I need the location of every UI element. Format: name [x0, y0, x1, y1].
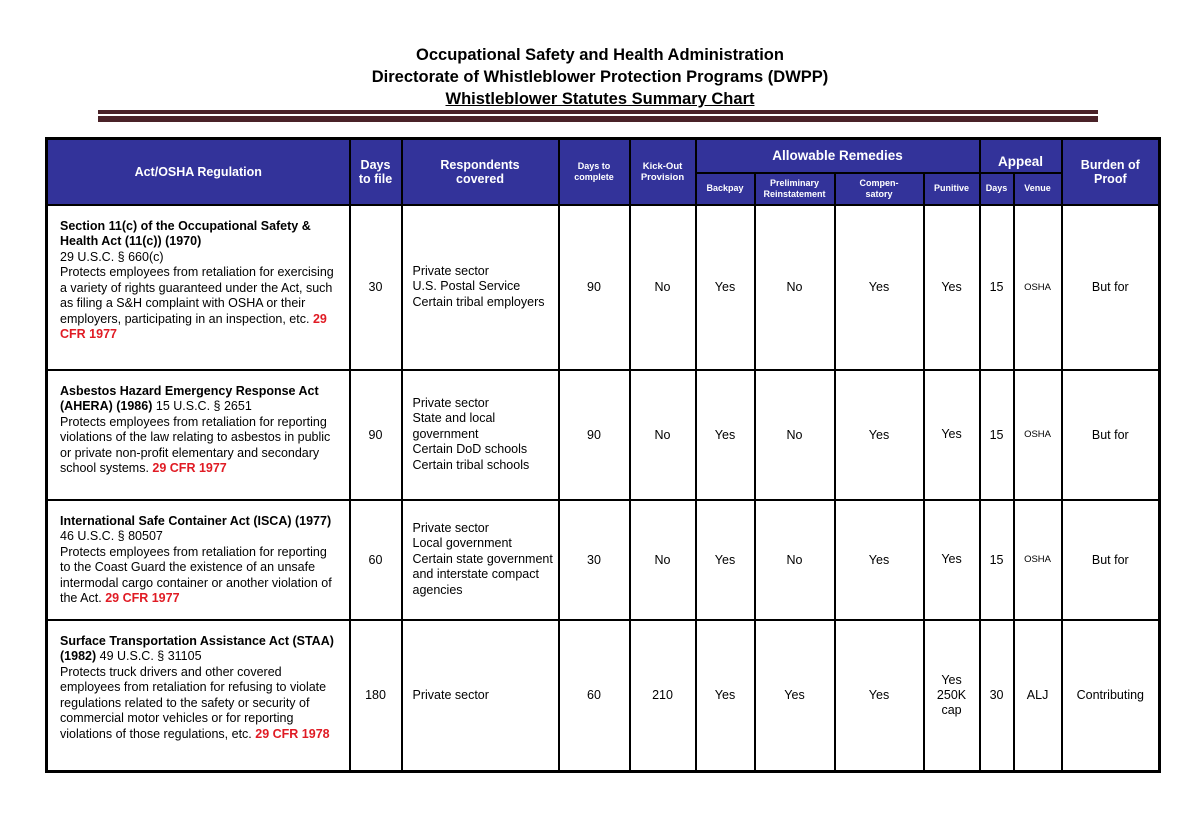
punitive-cell: Yes: [922, 498, 981, 621]
appeal-days-cell: 15: [978, 368, 1015, 501]
act-cfr-reference: 29 CFR 1978: [255, 726, 330, 741]
header-appeal-venue: Venue: [1012, 171, 1063, 206]
header-compensatory: Compen- satory: [833, 171, 925, 206]
days-to-file-cell: 180: [348, 618, 403, 773]
table-body: Section 11(c) of the Occupational Safety…: [45, 203, 1161, 773]
respondents-cell: Private sector: [400, 618, 560, 773]
table-row: Asbestos Hazard Emergency Response Act (…: [45, 368, 1161, 501]
backpay-cell: Yes: [694, 498, 756, 621]
days-to-file-cell: 30: [348, 203, 403, 371]
compensatory-cell: Yes: [833, 368, 925, 501]
act-description: Protects truck drivers and other covered…: [60, 664, 330, 741]
statutes-table: Act/OSHA Regulation Days to file Respond…: [45, 137, 1162, 773]
backpay-cell: Yes: [694, 203, 756, 371]
act-title: International Safe Container Act (ISCA) …: [60, 513, 332, 528]
days-to-complete-cell: 90: [557, 203, 631, 371]
header-burden-of-proof: Burden of Proof: [1060, 137, 1161, 206]
header-backpay: Backpay: [694, 171, 756, 206]
burden-of-proof-cell: But for: [1060, 498, 1161, 621]
header-days-to-file: Days to file: [348, 137, 403, 206]
title-line-2: Directorate of Whistleblower Protection …: [371, 68, 829, 86]
punitive-cell: Yes: [922, 368, 981, 501]
punitive-cell: Yes 250K cap: [922, 618, 981, 773]
act-citation: 15 U.S.C. § 2651: [155, 399, 252, 413]
act-cell: Surface Transportation Assistance Act (S…: [45, 618, 351, 773]
kick-out-cell: No: [628, 498, 697, 621]
header-act-regulation: Act/OSHA Regulation: [45, 137, 351, 206]
table-row: International Safe Container Act (ISCA) …: [45, 498, 1161, 621]
act-description: Protects employees from retaliation for …: [60, 414, 331, 476]
act-description: Protects employees from retaliation for …: [60, 544, 332, 606]
burden-of-proof-cell: Contributing: [1060, 618, 1161, 773]
punitive-cell: Yes: [922, 203, 981, 371]
kick-out-cell: No: [628, 203, 697, 371]
table-row: Section 11(c) of the Occupational Safety…: [45, 203, 1161, 371]
appeal-days-cell: 15: [978, 498, 1015, 621]
kick-out-cell: 210: [628, 618, 697, 773]
header-kick-out-provision: Kick-Out Provision: [628, 137, 697, 206]
act-cfr-reference: 29 CFR 1977: [105, 591, 180, 605]
backpay-cell: Yes: [694, 618, 756, 773]
respondents-cell: Private sector Local government Certain …: [400, 498, 560, 621]
kick-out-cell: No: [628, 368, 697, 501]
burden-of-proof-cell: But for: [1060, 203, 1161, 371]
act-citation: 49 U.S.C. § 31105: [99, 649, 202, 663]
preliminary-reinstatement-cell: Yes: [753, 618, 836, 773]
preliminary-reinstatement-cell: No: [753, 203, 836, 371]
header-punitive: Punitive: [922, 171, 981, 206]
title-divider-bottom: [98, 116, 1098, 122]
burden-of-proof-cell: But for: [1060, 368, 1161, 501]
preliminary-reinstatement-cell: No: [753, 368, 836, 501]
appeal-venue-cell: OSHA: [1012, 368, 1063, 501]
table-row: Surface Transportation Assistance Act (S…: [45, 618, 1161, 773]
document-title: Occupational Safety and Health Administr…: [0, 44, 1200, 110]
respondents-cell: Private sector U.S. Postal Service Certa…: [400, 203, 560, 371]
act-cell: Section 11(c) of the Occupational Safety…: [45, 203, 351, 371]
act-citation: 29 U.S.C. § 660(c): [60, 249, 164, 264]
act-cell: Asbestos Hazard Emergency Response Act (…: [45, 368, 351, 501]
appeal-days-cell: 15: [978, 203, 1015, 371]
header-preliminary-reinstatement: Preliminary Reinstatement: [753, 171, 836, 206]
act-title: Section 11(c) of the Occupational Safety…: [60, 218, 311, 249]
compensatory-cell: Yes: [833, 618, 925, 773]
appeal-venue-cell: ALJ: [1012, 618, 1063, 773]
days-to-file-cell: 90: [348, 368, 403, 501]
days-to-complete-cell: 90: [557, 368, 631, 501]
header-appeal-days: Days: [978, 171, 1015, 206]
backpay-cell: Yes: [694, 368, 756, 501]
act-cell: International Safe Container Act (ISCA) …: [45, 498, 351, 621]
statutes-table-container: Act/OSHA Regulation Days to file Respond…: [45, 137, 1162, 773]
days-to-complete-cell: 30: [557, 498, 631, 621]
appeal-venue-cell: OSHA: [1012, 203, 1063, 371]
table-header: Act/OSHA Regulation Days to file Respond…: [45, 137, 1161, 206]
header-appeal: Appeal: [978, 137, 1063, 174]
respondents-cell: Private sector State and local governmen…: [400, 368, 560, 501]
preliminary-reinstatement-cell: No: [753, 498, 836, 621]
days-to-file-cell: 60: [348, 498, 403, 621]
header-respondents-covered: Respondents covered: [400, 137, 560, 206]
appeal-days-cell: 30: [978, 618, 1015, 773]
header-days-to-complete: Days to complete: [557, 137, 631, 206]
title-line-1: Occupational Safety and Health Administr…: [416, 46, 784, 64]
act-description: Protects employees from retaliation for …: [60, 265, 334, 326]
act-cfr-reference: 29 CFR 1977: [60, 311, 327, 342]
header-allowable-remedies: Allowable Remedies: [694, 137, 981, 174]
act-title: Surface Transportation Assistance Act (S…: [60, 633, 334, 664]
appeal-venue-cell: OSHA: [1012, 498, 1063, 621]
act-cfr-reference: 29 CFR 1977: [152, 461, 227, 475]
days-to-complete-cell: 60: [557, 618, 631, 773]
title-divider-top: [98, 110, 1098, 114]
title-line-3: Whistleblower Statutes Summary Chart: [445, 90, 755, 108]
compensatory-cell: Yes: [833, 203, 925, 371]
act-title: Asbestos Hazard Emergency Response Act (…: [60, 383, 319, 414]
act-citation: 46 U.S.C. § 80507: [60, 529, 163, 543]
compensatory-cell: Yes: [833, 498, 925, 621]
